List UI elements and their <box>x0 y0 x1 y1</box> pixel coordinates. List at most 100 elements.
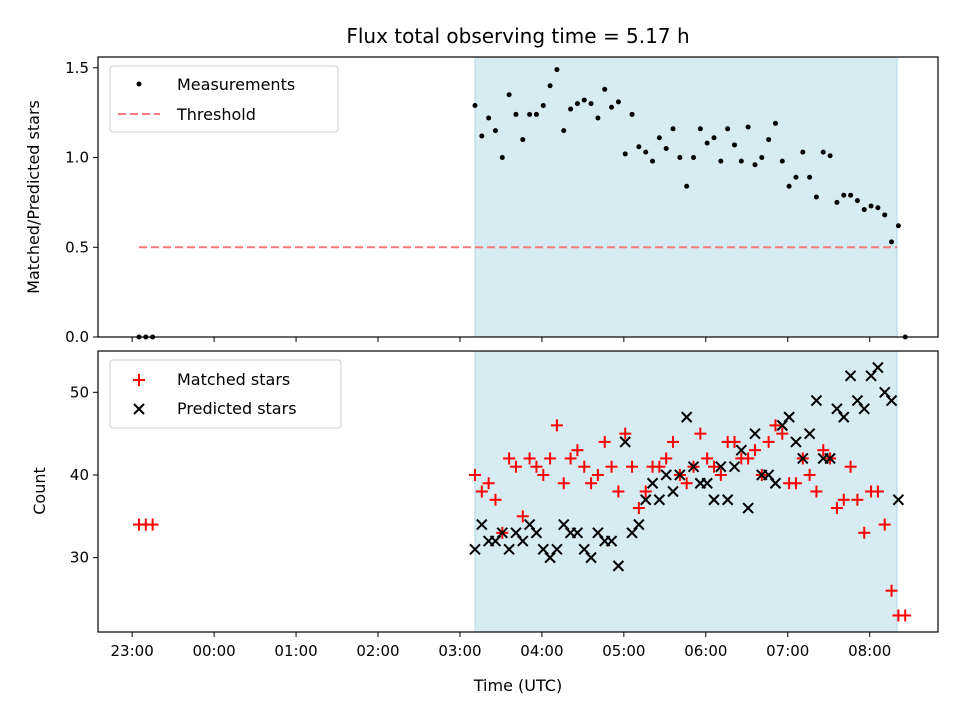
bottom-axes-frame <box>97 350 939 633</box>
predicted-star-point <box>892 494 905 506</box>
measurement-point <box>561 128 567 134</box>
measurement-point <box>725 126 731 132</box>
measurement-point <box>759 155 765 161</box>
matched-star-point <box>571 444 584 457</box>
predicted-star-point <box>824 452 836 465</box>
measurement-point <box>636 144 642 150</box>
predicted-star-point <box>803 427 816 440</box>
matched-star-point <box>626 460 639 473</box>
bottom-x-tick-label: 07:00 <box>766 642 809 660</box>
predicted-star-point <box>537 543 549 556</box>
bottom-x-tick-label: 00:00 <box>192 642 235 660</box>
predicted-star-point <box>667 485 679 498</box>
measurement-point <box>820 149 826 155</box>
bottom-y-ticks: 30 40 50 <box>70 383 98 567</box>
predicted-star-point <box>585 551 597 564</box>
matched-star-point <box>844 460 857 473</box>
matched-star-point <box>612 485 625 498</box>
measurement-point <box>581 97 587 103</box>
bottom-x-tick-label: 01:00 <box>274 642 317 660</box>
measurement-point <box>499 155 505 161</box>
matched-star-point <box>550 419 563 432</box>
measurement-point <box>772 120 778 126</box>
measurement-point <box>656 135 662 141</box>
top-y-tick-label: 1.5 <box>65 59 89 77</box>
predicted-star-point <box>558 518 570 531</box>
legend-matched-label: Matched stars <box>177 370 290 389</box>
matched-star-point <box>544 452 557 465</box>
predicted-star-point <box>612 560 625 572</box>
bottom-x-tick-label: 04:00 <box>520 642 563 660</box>
measurement-point <box>779 158 785 164</box>
predicted-star-point <box>646 477 659 489</box>
measurement-point <box>745 124 751 130</box>
matched-star-point <box>530 460 543 473</box>
measurement-point <box>861 207 867 213</box>
bottom-shaded-region <box>474 350 898 633</box>
measurement-point <box>540 102 546 108</box>
measurement-point <box>691 155 697 161</box>
measurement-point <box>595 115 601 121</box>
predicted-star-point <box>721 494 734 506</box>
bottom-x-tick-label: 23:00 <box>111 642 154 660</box>
matched-star-point <box>769 419 782 432</box>
predicted-star-point <box>592 527 604 539</box>
matched-star-point <box>564 452 577 465</box>
predicted-star-point <box>571 527 584 539</box>
matched-star-point <box>598 435 611 448</box>
predicted-star-point <box>885 394 898 407</box>
predicted-star-point <box>872 361 884 374</box>
matched-star-point <box>714 468 727 481</box>
measurement-point <box>848 192 854 198</box>
measurement-point <box>704 140 710 146</box>
predicted-star-point <box>510 527 522 539</box>
bottom-x-tick-label: 03:00 <box>438 642 481 660</box>
bottom-x-tick-label: 08:00 <box>848 642 891 660</box>
matched-star-point <box>748 444 761 457</box>
measurement-point <box>547 83 553 89</box>
measurement-point <box>479 133 485 139</box>
matched-star-point <box>680 477 693 490</box>
measurement-point <box>513 111 519 117</box>
predicted-star-point <box>578 543 590 556</box>
matched-star-point <box>482 477 495 490</box>
predicted-star-point <box>858 403 870 415</box>
matched-star-point <box>489 493 502 506</box>
predicted-star-point <box>735 444 748 456</box>
predicted-star-point <box>844 370 857 382</box>
predicted-star-point <box>790 436 802 448</box>
predicted-star-point <box>715 460 727 473</box>
measurement-point <box>738 158 744 164</box>
predicted-star-point <box>769 477 782 489</box>
bottom-x-axis-label: Time (UTC) <box>473 676 562 695</box>
matched-star-point <box>708 460 720 473</box>
predicted-star-point <box>469 543 481 556</box>
matched-star-point <box>516 510 529 523</box>
measurement-point <box>609 104 615 110</box>
measurement-point <box>643 149 649 155</box>
matched-star-point <box>523 452 536 465</box>
predicted-star-point <box>749 427 761 440</box>
measurement-point <box>813 194 819 200</box>
predicted-star-point <box>728 460 741 473</box>
predicted-star-point <box>797 452 809 465</box>
measurement-point <box>533 111 539 117</box>
predicted-star-point <box>810 394 823 407</box>
bottom-x-tick-label: 05:00 <box>602 642 645 660</box>
predicted-star-point <box>680 411 693 423</box>
measurement-point <box>629 111 635 117</box>
matched-star-point <box>899 609 912 622</box>
measurement-point <box>650 158 656 164</box>
matched-star-point <box>619 427 632 440</box>
measurement-point <box>718 158 724 164</box>
matched-star-point <box>653 460 666 473</box>
predicted-star-point <box>489 535 502 547</box>
bottom-x-tick-label: 02:00 <box>356 642 399 660</box>
measurement-point <box>875 205 881 211</box>
predicted-star-point <box>831 403 843 415</box>
measurement-point <box>684 183 690 189</box>
matched-star-point <box>885 584 898 597</box>
top-legend: Measurements Threshold <box>109 65 339 133</box>
bottom-panel: 30 40 50 23:00 00:00 01:00 02:00 03:00 04:00 05:… <box>30 350 939 695</box>
measurement-point <box>472 102 478 108</box>
